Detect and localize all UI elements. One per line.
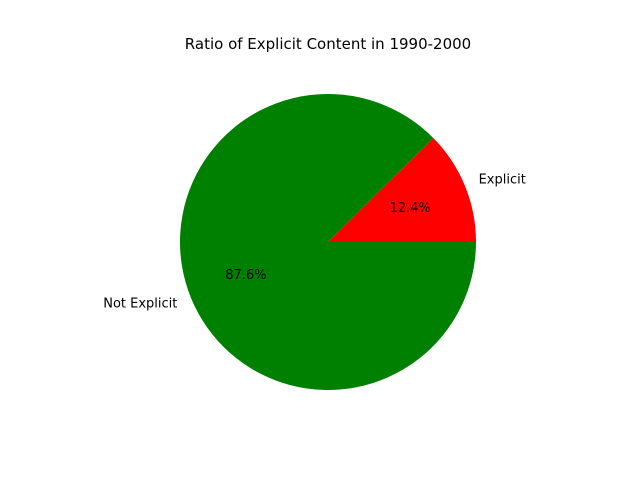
pie-slice-explicit [328,138,476,242]
slice-label-not-explicit: Not Explicit [103,296,177,311]
pie-slice-not-explicit [180,94,476,390]
pie-slices [180,94,476,390]
slice-label-explicit: Explicit [479,173,526,188]
pct-label-explicit: 12.4% [389,201,430,216]
pct-label-not-explicit: 87.6% [225,268,266,283]
chart-title: Ratio of Explicit Content in 1990-2000 [185,35,471,53]
pie-labels: Explicit 12.4% Not Explicit 87.6% [103,173,526,312]
